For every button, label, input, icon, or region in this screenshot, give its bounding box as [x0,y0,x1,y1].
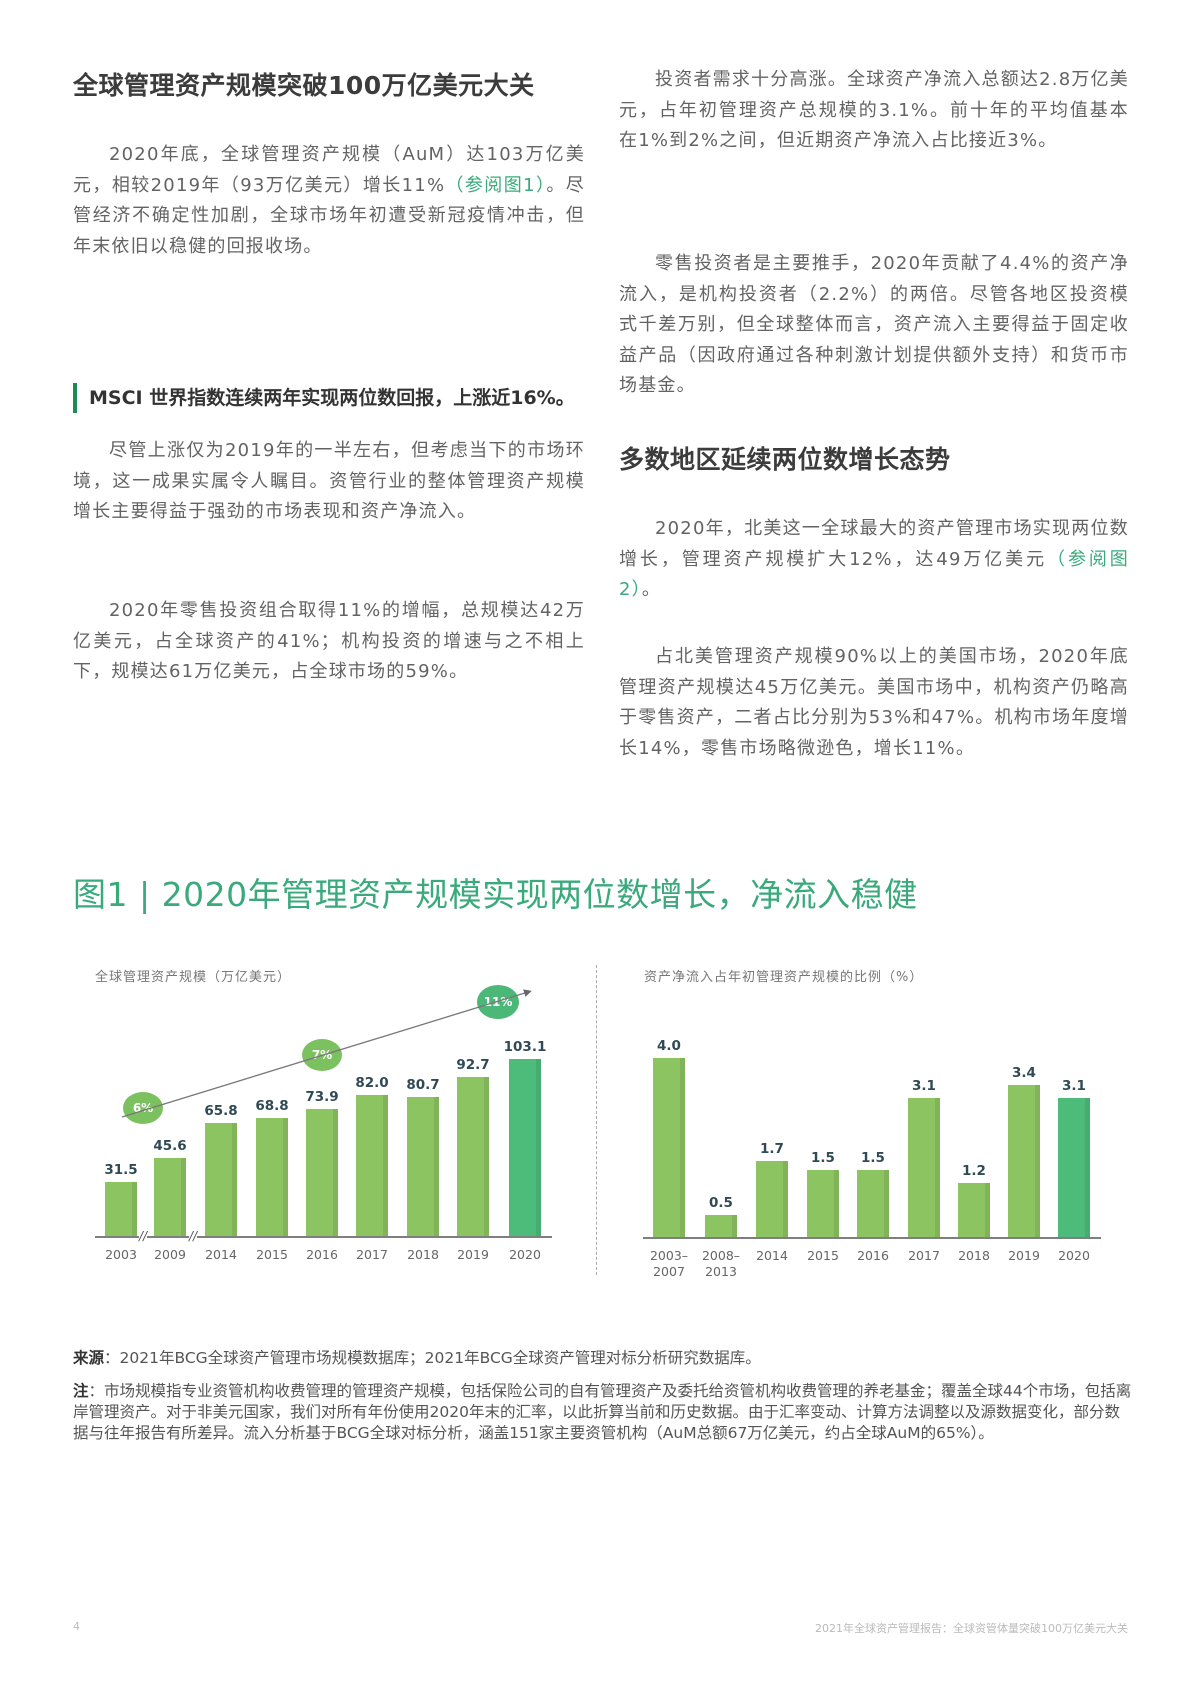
x-axis-tick-label: 2019 [1008,1248,1040,1263]
chart-netflow-x-axis [643,1237,1101,1239]
growth-rate-badge: 7% [302,1039,342,1071]
bar-value-label: 65.8 [204,1103,238,1119]
paragraph-us-market: 占北美管理资产规模90%以上的美国市场，2020年底管理资产规模达45万亿美元。… [619,646,1129,759]
bar-value-label: 82.0 [355,1075,389,1091]
growth-rate-badge: 6% [123,1092,163,1124]
chart-bar [509,1059,541,1236]
section-heading-aum: 全球管理资产规模突破100万亿美元大关 [73,71,535,100]
x-axis-tick-label: 2018 [958,1248,990,1263]
bar-value-label: 92.7 [456,1057,490,1073]
bar-value-label: 103.1 [503,1039,547,1055]
chart-bar [205,1123,237,1236]
x-axis-tick-label: 2017 [356,1247,388,1262]
bar-value-label: 80.7 [406,1077,440,1093]
running-title: 2021年全球资产管理报告：全球资管体量突破100万亿美元大关 [815,1622,1128,1635]
figure-2-reference-link[interactable]: （参阅图2） [619,548,1129,601]
bar-value-label: 68.8 [255,1098,289,1114]
x-axis-tick-label: 2017 [908,1248,940,1263]
x-axis-tick-label: 2014 [756,1248,788,1263]
x-axis-tick-label: 2008– 2013 [701,1248,741,1279]
x-axis-tick-label: 2020 [509,1247,541,1262]
chart-bar [407,1097,439,1236]
x-axis-tick-label: 2020 [1058,1248,1090,1263]
growth-rate-badge: 11% [477,985,519,1019]
paragraph-text: 。 [641,579,662,600]
chart-bar [105,1182,137,1236]
chart-bar [857,1170,889,1237]
chart-aum-title: 全球管理资产规模（万亿美元） [95,970,292,985]
bar-value-label: 1.2 [962,1163,986,1179]
methodology-note: 注：市场规模指专业资管机构收费管理的管理资产规模，包括保险公司的自有管理资产及委… [73,1381,1133,1444]
chart-bar [306,1109,338,1236]
bar-value-label: 3.4 [1012,1065,1036,1081]
chart-bar [653,1058,685,1237]
bar-value-label: 73.9 [305,1089,339,1105]
x-axis-tick-label: 2003 [105,1247,137,1262]
paragraph-text: 。尽管经济不确定性加剧，全球市场年初遭受新冠疫情冲击，但年末依旧以稳健的回报收场… [73,174,585,257]
bar-value-label: 31.5 [104,1162,138,1178]
paragraph-north-america: 2020年，北美这一全球最大的资产管理市场实现两位数增长，管理资产规模扩大12%… [619,514,1129,606]
bar-value-label: 4.0 [657,1038,681,1054]
section-heading-regions: 多数地区延续两位数增长态势 [619,445,951,474]
bar-value-label: 1.5 [861,1150,885,1166]
source-note: 来源：2021年BCG全球资产管理市场规模数据库；2021年BCG全球资产管理对… [73,1348,1133,1369]
x-axis-tick-label: 2016 [306,1247,338,1262]
paragraph-retail-institutional: 2020年零售投资组合取得11%的增幅，总规模达42万亿美元，占全球资产的41%… [73,600,585,682]
axis-break-icon: // [139,1229,148,1243]
bar-value-label: 1.5 [811,1150,835,1166]
bar-value-label: 3.1 [912,1078,936,1094]
figure-title: 图1 | 2020年管理资产规模实现两位数增长，净流入稳健 [73,875,918,914]
paragraph-text: 2020年，北美这一全球最大的资产管理市场实现两位数增长，管理资产规模扩大12%… [619,518,1129,570]
x-axis-tick-label: 2018 [407,1247,439,1262]
x-axis-tick-label: 2014 [205,1247,237,1262]
note-label: 注 [73,1382,89,1400]
bar-value-label: 1.7 [760,1141,784,1157]
source-label: 来源 [73,1349,105,1367]
x-axis-tick-label: 2015 [256,1247,288,1262]
paragraph-market-performance: 尽管上涨仅为2019年的一半左右，但考虑当下的市场环境，这一成果实属令人瞩目。资… [73,440,585,522]
chart-aum-x-axis [95,1236,552,1238]
x-axis-tick-label: 2016 [857,1248,889,1263]
paragraph-retail-drivers: 零售投资者是主要推手，2020年贡献了4.4%的资产净流入，是机构投资者（2.2… [619,253,1129,396]
chart-bar [154,1158,186,1236]
note-text: ：市场规模指专业资管机构收费管理的管理资产规模，包括保险公司的自有管理资产及委托… [73,1382,1132,1442]
x-axis-tick-label: 2015 [807,1248,839,1263]
chart-bar [1008,1085,1040,1237]
chart-netflow-title: 资产净流入占年初管理资产规模的比例（%） [644,970,924,985]
paragraph-investor-demand: 投资者需求十分高涨。全球资产净流入总额达2.8万亿美元，占年初管理资产总规模的3… [619,69,1129,151]
chart-bar [908,1098,940,1237]
bar-value-label: 3.1 [1062,1078,1086,1094]
page-number: 4 [73,1620,80,1633]
x-axis-tick-label: 2019 [457,1247,489,1262]
chart-bar [457,1077,489,1236]
paragraph-text: 2020年底，全球管理资产规模（AuM）达103万亿美元，相较2019年（93万… [73,144,585,196]
chart-bar [958,1183,990,1237]
bar-value-label: 0.5 [709,1195,733,1211]
callout-msci: MSCI 世界指数连续两年实现两位数回报，上涨近16%。 [73,383,589,413]
figure-1-reference-link[interactable]: （参阅图1） [445,174,547,196]
axis-break-icon: // [189,1229,198,1243]
chart-bar [705,1215,737,1237]
chart-bar [256,1118,288,1236]
chart-bar [807,1170,839,1237]
chart-bar [756,1161,788,1237]
x-axis-tick-label: 2009 [154,1247,186,1262]
bar-value-label: 45.6 [153,1138,187,1154]
x-axis-tick-label: 2003– 2007 [649,1248,689,1279]
chart-bar [1058,1098,1090,1237]
chart-divider [596,965,597,1275]
chart-bar [356,1095,388,1236]
source-text: ：2021年BCG全球资产管理市场规模数据库；2021年BCG全球资产管理对标分… [104,1349,761,1367]
paragraph-aum-overview: 2020年底，全球管理资产规模（AuM）达103万亿美元，相较2019年（93万… [73,140,585,262]
